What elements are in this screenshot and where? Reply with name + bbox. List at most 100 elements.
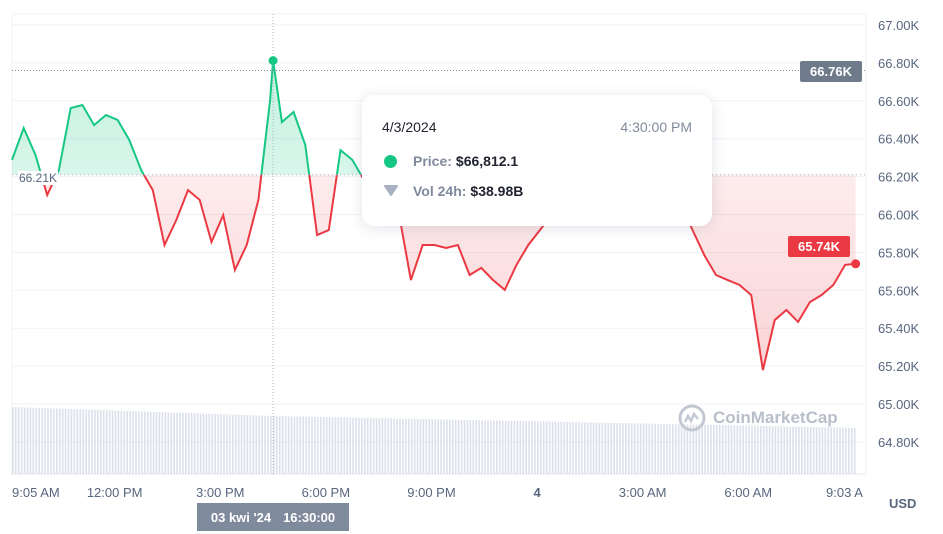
price-point [469,274,471,276]
volume-bar [232,414,234,474]
y-tick-label: 66.80K [878,56,920,71]
volume-bar [513,420,516,474]
y-tick-label: 65.40K [878,321,920,336]
volume-bar [405,418,407,474]
volume-bar [372,418,375,474]
volume-bar [293,416,296,474]
volume-bar [460,419,463,474]
volume-bar [727,425,730,474]
price-point [117,119,119,121]
volume-bar [695,424,698,474]
volume-bar [85,409,87,474]
volume-bar [343,417,346,474]
volume-bar [208,413,211,474]
volume-bar [680,424,683,474]
price-point [210,241,212,243]
volume-bar [815,427,818,474]
volume-bar [229,414,231,474]
y-tick-label: 67.00K [878,18,920,33]
volume-bar [135,411,137,474]
volume-bar [584,422,586,474]
volume-bar [586,422,589,474]
volume-bar [50,408,52,474]
volume-bar [610,422,612,474]
volume-bar [510,420,513,474]
volume-bar [827,427,830,474]
volume-bar [842,427,844,474]
volume-bar [598,422,601,474]
volume-bar [14,407,17,474]
volume-bar [53,408,55,474]
volume-bar [205,413,208,474]
volume-bar [117,410,120,474]
volume-bar [475,420,478,474]
volume-bar [402,418,404,474]
price-point [516,264,518,266]
volume-bar [100,410,102,474]
volume-bar [20,407,23,474]
price-point [11,159,13,161]
volume-bar [457,419,460,474]
price-point [445,247,447,249]
volume-bar [273,415,275,474]
volume-bar [158,412,161,474]
volume-bar [314,416,316,474]
volume-bar [595,422,598,474]
crosshair-date: 03 kwi '24 [210,509,272,525]
volume-bar [446,419,448,474]
volume-bar [833,427,835,474]
volume-bar [188,413,190,474]
price-point [175,219,177,221]
price-point [293,111,295,113]
volume-bar [519,421,522,474]
volume-bar [613,422,615,474]
x-tick-label: 9:00 PM [407,485,456,500]
price-line-down [40,174,856,371]
volume-bar [554,421,557,474]
volume-bar [780,426,783,474]
x-tick-label: 6:00 AM [724,485,773,500]
volume-bar [196,413,199,474]
volume-bar [783,426,786,474]
volume-bar [337,417,340,474]
volume-bar [721,425,724,474]
volume-bar [126,410,128,474]
volume-bar [352,417,354,474]
price-point [785,309,787,311]
price-point [774,319,776,321]
price-point [762,369,764,371]
volume-bar [545,421,548,474]
volume-bar [97,409,99,474]
volume-bar [739,425,742,474]
price-point [93,124,95,126]
volume-bar [161,412,164,474]
volume-bar [284,416,287,474]
volume-bar [496,420,498,474]
volume-bar [38,407,40,474]
volume-bar [689,424,692,474]
volume-bar [850,427,853,474]
price-point [140,169,142,171]
volume-bar [736,425,739,474]
volume-bar [528,421,530,474]
price-point [832,284,834,286]
volume-bar [619,423,621,474]
volume-bar [504,420,507,474]
volume-bar [540,421,542,474]
currency-label[interactable]: USD [889,496,917,511]
volume-bar [358,417,360,474]
volume-bar [601,422,604,474]
price-point [105,114,107,116]
price-point [527,244,529,246]
y-tick-label: 65.20K [878,359,920,374]
volume-bar [243,414,246,474]
volume-bar [129,411,131,474]
price-point [750,294,752,296]
volume-bar [408,418,410,474]
volume-bar [79,409,82,474]
volume-bar [311,416,313,474]
volume-bar [94,409,96,474]
tooltip: 4/3/2024 4:30:00 PM Price: $66,812.1 Vol… [362,95,712,226]
